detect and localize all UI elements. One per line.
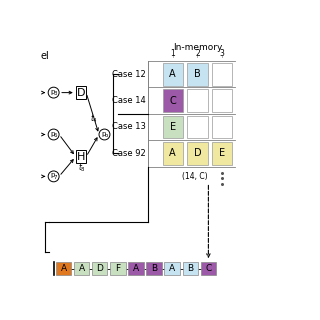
Bar <box>163 116 183 139</box>
Bar <box>187 116 208 139</box>
Bar <box>76 150 86 163</box>
Text: C: C <box>205 264 212 273</box>
Text: p: p <box>51 89 55 95</box>
Text: Case 92: Case 92 <box>112 149 146 158</box>
Text: 3: 3 <box>220 49 225 58</box>
Bar <box>187 63 208 86</box>
Text: D: D <box>194 148 201 158</box>
Bar <box>163 89 183 112</box>
Text: $t_8$: $t_8$ <box>78 161 86 174</box>
Circle shape <box>99 129 110 140</box>
Bar <box>187 142 208 165</box>
Text: (14, C): (14, C) <box>182 172 208 181</box>
Text: In-memory: In-memory <box>173 43 222 52</box>
Bar <box>146 262 162 275</box>
Text: D: D <box>77 88 85 98</box>
Circle shape <box>48 171 59 182</box>
Circle shape <box>48 87 59 98</box>
Bar <box>92 262 108 275</box>
Bar <box>201 262 216 275</box>
Bar <box>164 262 180 275</box>
Text: B: B <box>151 264 157 273</box>
Text: A: A <box>169 148 176 158</box>
Bar <box>76 86 86 99</box>
Text: F: F <box>115 264 120 273</box>
Text: Case 12: Case 12 <box>112 70 146 79</box>
Text: A: A <box>133 264 139 273</box>
Text: A: A <box>169 264 175 273</box>
Text: el: el <box>41 51 50 61</box>
Bar <box>187 89 208 112</box>
Bar <box>56 262 71 275</box>
Bar <box>212 63 232 86</box>
Text: C: C <box>169 96 176 106</box>
Text: H: H <box>77 152 85 162</box>
Bar <box>212 142 232 165</box>
Bar <box>163 63 183 86</box>
Text: A: A <box>60 264 67 273</box>
Text: 7: 7 <box>54 175 57 180</box>
Bar <box>212 89 232 112</box>
Bar <box>212 116 232 139</box>
Text: Case 13: Case 13 <box>112 123 146 132</box>
Text: 2: 2 <box>195 49 200 58</box>
Text: B: B <box>194 69 201 79</box>
Text: E: E <box>170 122 176 132</box>
Text: p: p <box>51 131 55 137</box>
Bar <box>74 262 89 275</box>
Text: B: B <box>187 264 193 273</box>
Text: A: A <box>169 69 176 79</box>
Text: p: p <box>51 172 55 178</box>
Bar <box>128 262 144 275</box>
Text: Case 14: Case 14 <box>112 96 146 105</box>
Text: D: D <box>96 264 103 273</box>
Text: $t_4$: $t_4$ <box>90 112 98 125</box>
Circle shape <box>48 129 59 140</box>
Text: E: E <box>219 148 225 158</box>
Bar <box>183 262 198 275</box>
Text: 6: 6 <box>54 133 57 138</box>
Text: A: A <box>79 264 85 273</box>
Text: 1: 1 <box>170 49 175 58</box>
Text: o: o <box>105 133 108 138</box>
Bar <box>163 142 183 165</box>
Text: p: p <box>101 131 106 137</box>
Bar <box>110 262 125 275</box>
Text: 3: 3 <box>54 91 57 96</box>
